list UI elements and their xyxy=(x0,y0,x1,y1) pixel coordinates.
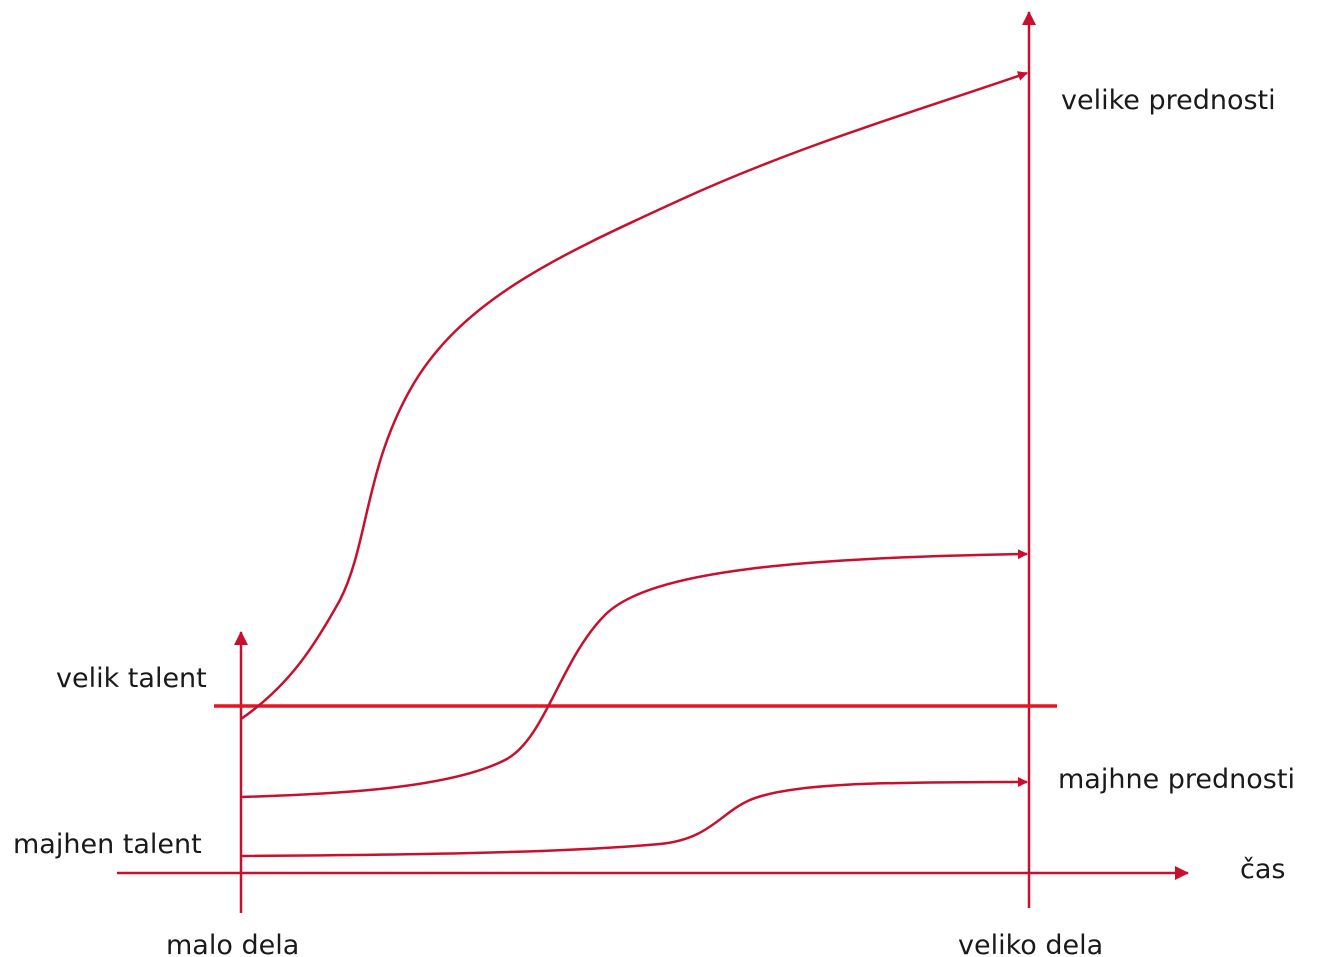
curve-medium-talent xyxy=(240,549,1028,799)
label-great-talent: velik talent xyxy=(56,663,207,694)
curve-high-talent xyxy=(240,71,1028,721)
label-time-axis: čas xyxy=(1240,854,1286,885)
label-small-advantages: majhne prednosti xyxy=(1058,764,1295,795)
label-small-talent: majhen talent xyxy=(13,829,202,860)
label-much-work: veliko dela xyxy=(958,930,1104,957)
curve-low-talent xyxy=(240,777,1028,858)
label-little-work: malo dela xyxy=(166,930,300,957)
label-great-advantages: velike prednosti xyxy=(1061,85,1276,116)
